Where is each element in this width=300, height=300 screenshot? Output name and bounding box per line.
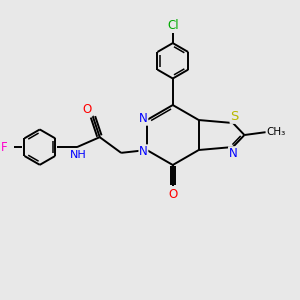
Text: NH: NH: [70, 150, 87, 160]
Text: Cl: Cl: [167, 19, 178, 32]
Text: N: N: [139, 112, 148, 125]
Text: S: S: [230, 110, 238, 123]
Text: O: O: [83, 103, 92, 116]
Text: N: N: [139, 145, 148, 158]
Text: CH₃: CH₃: [266, 127, 285, 137]
Text: N: N: [229, 147, 237, 160]
Text: O: O: [168, 188, 177, 201]
Text: F: F: [1, 141, 7, 154]
